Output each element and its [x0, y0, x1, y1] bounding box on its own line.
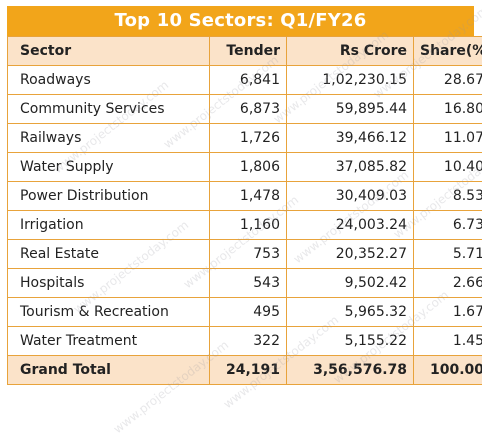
cell-tender: 6,873	[210, 95, 287, 124]
cell-rs-crore: 24,003.24	[287, 211, 414, 240]
total-share: 100.00	[414, 356, 482, 385]
table-title: Top 10 Sectors: Q1/FY26	[7, 6, 474, 36]
cell-tender: 6,841	[210, 66, 287, 95]
cell-sector: Tourism & Recreation	[8, 298, 210, 327]
cell-sector: Real Estate	[8, 240, 210, 269]
cell-sector: Community Services	[8, 95, 210, 124]
cell-sector: Water Supply	[8, 153, 210, 182]
cell-sector: Railways	[8, 124, 210, 153]
cell-rs-crore: 9,502.42	[287, 269, 414, 298]
cell-share: 1.67	[414, 298, 482, 327]
cell-sector: Water Treatment	[8, 327, 210, 356]
cell-rs-crore: 5,965.32	[287, 298, 414, 327]
cell-share: 16.80	[414, 95, 482, 124]
total-tender: 24,191	[210, 356, 287, 385]
cell-tender: 1,160	[210, 211, 287, 240]
cell-tender: 753	[210, 240, 287, 269]
header-rs-crore: Rs Crore	[287, 37, 414, 66]
header-share: Share(%)	[414, 37, 482, 66]
total-rs-crore: 3,56,576.78	[287, 356, 414, 385]
cell-share: 28.67	[414, 66, 482, 95]
cell-tender: 1,726	[210, 124, 287, 153]
cell-tender: 495	[210, 298, 287, 327]
cell-share: 5.71	[414, 240, 482, 269]
cell-rs-crore: 39,466.12	[287, 124, 414, 153]
cell-share: 10.40	[414, 153, 482, 182]
header-row: Sector Tender Rs Crore Share(%)	[8, 37, 482, 66]
sectors-table: Sector Tender Rs Crore Share(%) Roadways…	[7, 36, 482, 385]
cell-share: 8.53	[414, 182, 482, 211]
cell-rs-crore: 5,155.22	[287, 327, 414, 356]
cell-share: 1.45	[414, 327, 482, 356]
sectors-table-panel: Top 10 Sectors: Q1/FY26 Sector Tender Rs…	[7, 6, 474, 385]
cell-share: 2.66	[414, 269, 482, 298]
grand-total-row: Grand Total 24,191 3,56,576.78 100.00	[8, 356, 482, 385]
header-sector: Sector	[8, 37, 210, 66]
cell-rs-crore: 30,409.03	[287, 182, 414, 211]
header-tender: Tender	[210, 37, 287, 66]
cell-rs-crore: 20,352.27	[287, 240, 414, 269]
cell-sector: Hospitals	[8, 269, 210, 298]
cell-tender: 1,806	[210, 153, 287, 182]
cell-sector: Irrigation	[8, 211, 210, 240]
cell-rs-crore: 1,02,230.15	[287, 66, 414, 95]
cell-rs-crore: 59,895.44	[287, 95, 414, 124]
cell-tender: 543	[210, 269, 287, 298]
cell-share: 6.73	[414, 211, 482, 240]
total-label: Grand Total	[8, 356, 210, 385]
cell-rs-crore: 37,085.82	[287, 153, 414, 182]
cell-sector: Power Distribution	[8, 182, 210, 211]
cell-share: 11.07	[414, 124, 482, 153]
cell-sector: Roadways	[8, 66, 210, 95]
cell-tender: 1,478	[210, 182, 287, 211]
cell-tender: 322	[210, 327, 287, 356]
